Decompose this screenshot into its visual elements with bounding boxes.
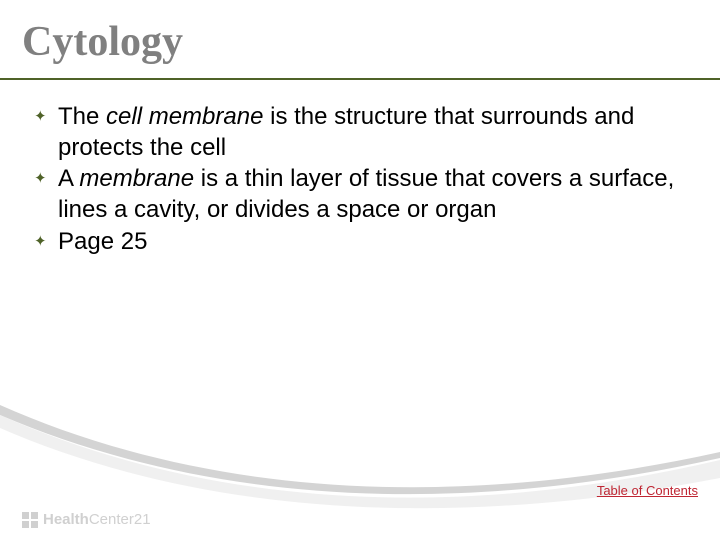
content-area: ✦ The cell membrane is the structure tha… bbox=[34, 102, 684, 259]
bullet-text: The cell membrane is the structure that … bbox=[58, 102, 684, 163]
logo-part2: Center21 bbox=[89, 511, 151, 528]
logo-part1: Health bbox=[43, 511, 89, 528]
logo-text: HealthCenter21 bbox=[43, 511, 151, 528]
bullet-icon: ✦ bbox=[34, 102, 58, 132]
bullet-text: Page 25 bbox=[58, 227, 684, 258]
text-pre: A bbox=[58, 165, 79, 192]
list-item: ✦ Page 25 bbox=[34, 227, 684, 258]
bullet-text: A membrane is a thin layer of tissue tha… bbox=[58, 164, 684, 225]
title-underline bbox=[0, 78, 720, 80]
page-title: Cytology bbox=[22, 18, 183, 66]
text-em: membrane bbox=[79, 165, 194, 192]
list-item: ✦ A membrane is a thin layer of tissue t… bbox=[34, 164, 684, 225]
text-em: cell membrane bbox=[106, 103, 263, 130]
bullet-icon: ✦ bbox=[34, 227, 58, 257]
list-item: ✦ The cell membrane is the structure tha… bbox=[34, 102, 684, 163]
logo-icon bbox=[22, 512, 38, 528]
text-pre: The bbox=[58, 103, 106, 130]
toc-link[interactable]: Table of Contents bbox=[597, 483, 698, 498]
bullet-icon: ✦ bbox=[34, 164, 58, 194]
logo: HealthCenter21 bbox=[22, 511, 151, 528]
text-pre: Page 25 bbox=[58, 228, 147, 255]
